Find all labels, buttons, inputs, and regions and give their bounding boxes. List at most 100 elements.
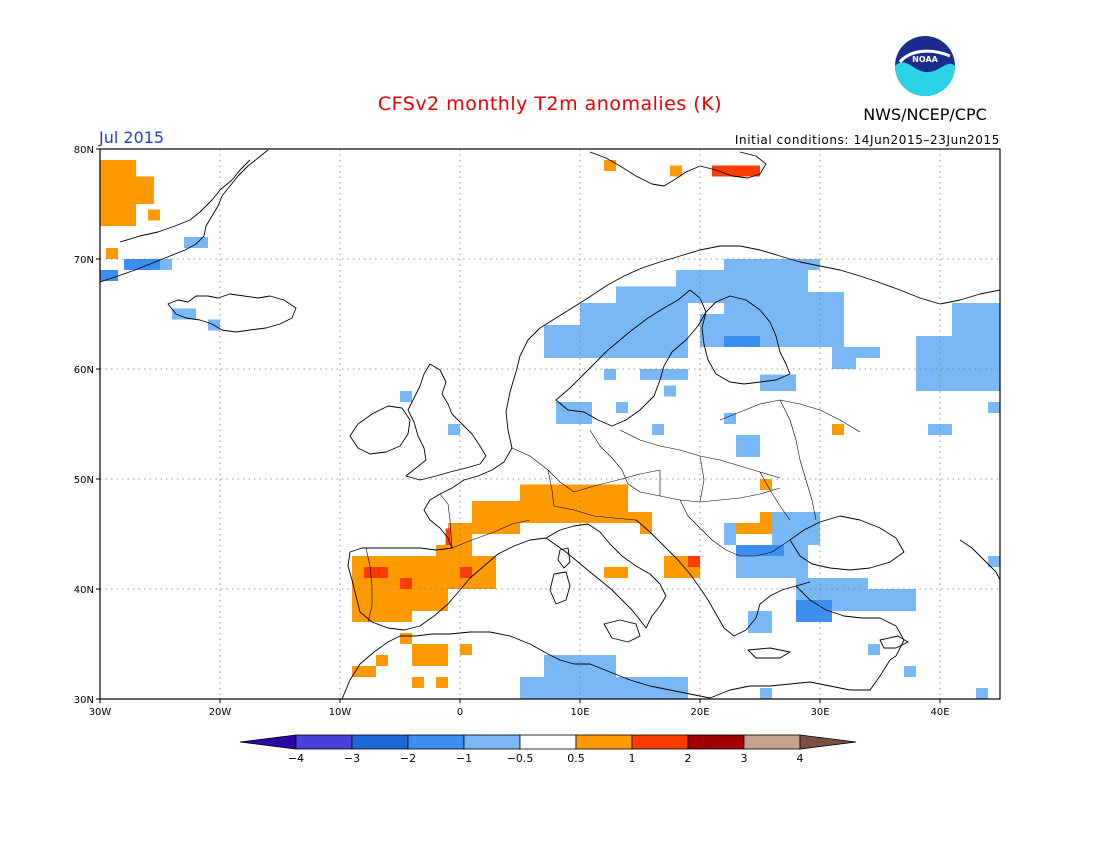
border-lines-west — [451, 447, 661, 549]
anomaly-cell — [760, 479, 772, 490]
map-background — [100, 149, 1000, 699]
month-label: Jul 2015 — [98, 128, 164, 147]
anomaly-cell — [352, 666, 376, 677]
anomaly-cell — [436, 677, 448, 688]
anomaly-cell — [436, 545, 472, 556]
coastlines — [100, 149, 1000, 699]
anomaly-cell — [100, 160, 136, 226]
anomaly-cell — [400, 578, 412, 589]
anomaly-cell — [868, 644, 880, 655]
colorbar-label: 1 — [629, 752, 636, 765]
anomaly-cell — [472, 501, 520, 534]
anomaly-cell — [670, 165, 682, 177]
noaa-logo-text: NOAA — [912, 55, 938, 64]
colorbar-label: 0.5 — [567, 752, 585, 765]
colorbar-label: 4 — [797, 752, 804, 765]
coastline-sicily — [603, 619, 641, 643]
noaa-logo-bird — [898, 49, 951, 64]
anomaly-cell — [124, 259, 160, 270]
colorbar-label: −4 — [288, 752, 304, 765]
map-frame — [99, 148, 1001, 700]
anomaly-cell — [664, 385, 676, 397]
coastline-great-britain — [405, 363, 487, 481]
map-title: CFSv2 monthly T2m anomalies (K) — [378, 93, 722, 115]
coastline-europe-west — [347, 371, 547, 631]
anomaly-cell — [904, 666, 916, 677]
colorbar-box — [407, 734, 465, 750]
y-tick-label: 80N — [74, 145, 94, 156]
noaa-logo-wave — [895, 62, 955, 96]
anomaly-cell — [352, 589, 448, 611]
anomaly-cell — [988, 556, 1000, 567]
anomaly-cell — [676, 270, 808, 287]
anomaly-cell — [724, 259, 820, 270]
anomaly-cell — [772, 512, 820, 545]
coastline-sardinia — [549, 571, 571, 605]
y-tick-label: 60N — [74, 365, 94, 376]
y-tick-label: 40N — [74, 585, 94, 596]
y-tick-label: 70N — [74, 255, 94, 266]
anomaly-cell — [172, 308, 196, 320]
coastline-caspian — [959, 539, 1000, 581]
anomaly-cell — [652, 424, 664, 435]
border-lines-iberia — [365, 493, 453, 623]
anomaly-cell — [724, 336, 760, 347]
anomaly-cell — [400, 633, 412, 644]
coastline-greenland-fjords — [119, 159, 251, 243]
colorbar-arrow-left — [239, 734, 297, 750]
colorbar-box — [631, 734, 689, 750]
anomaly-cell — [376, 655, 388, 666]
anomaly-cell — [604, 567, 628, 578]
map-plot-area — [100, 149, 1000, 699]
coastline-svalbard — [589, 151, 767, 187]
coastline-crete — [747, 647, 791, 659]
border-lines-east — [679, 399, 861, 557]
anomaly-cell — [148, 209, 160, 221]
colorbar-box — [575, 734, 633, 750]
colorbar: −4 −3 −2 −1 −0.5 0.5 1 2 3 4 — [239, 734, 857, 765]
anomaly-cell — [628, 512, 640, 523]
coastline-finland — [701, 295, 791, 385]
anomaly-cell — [436, 655, 448, 666]
colorbar-label: −0.5 — [507, 752, 534, 765]
anomaly-cell — [736, 545, 784, 556]
y-tick-label: 50N — [74, 475, 94, 486]
coastline-italy — [545, 523, 667, 629]
anomaly-cell — [364, 567, 388, 578]
noaa-logo: NOAA — [895, 36, 955, 96]
anomaly-cell — [640, 512, 652, 534]
colorbar-box — [743, 734, 801, 750]
colorbar-label: 3 — [741, 752, 748, 765]
anomaly-layer — [100, 160, 1000, 699]
anomaly-cell — [448, 424, 460, 435]
coastline-black-sea — [789, 515, 905, 571]
anomaly-cell — [412, 677, 424, 688]
anomaly-cell — [976, 688, 988, 699]
coastline-balkans — [635, 519, 811, 637]
anomaly-cell — [616, 286, 724, 303]
anomaly-cell — [760, 374, 796, 391]
coastline-turkey — [795, 585, 905, 657]
coastline-iceland — [167, 293, 297, 333]
colorbar-label: −3 — [344, 752, 360, 765]
anomaly-cell — [724, 523, 736, 545]
anomaly-cell — [784, 292, 844, 347]
colorbar-box — [519, 734, 577, 750]
anomaly-cell — [184, 237, 208, 248]
initial-conditions-label: Initial conditions: 14Jun2015–23Jun2015 — [735, 133, 1000, 147]
graticule — [100, 149, 1000, 699]
coastline-russia-north — [859, 275, 1000, 305]
x-tick-label: 30E — [810, 707, 829, 718]
x-tick-label: 10E — [570, 707, 589, 718]
anomaly-cell — [520, 484, 628, 523]
anomaly-cell — [580, 303, 688, 325]
anomaly-cell — [856, 347, 880, 358]
anomaly-cell — [136, 176, 154, 204]
anomaly-cell — [160, 259, 172, 270]
anomaly-cell — [640, 369, 688, 380]
x-tick-label: 20E — [690, 707, 709, 718]
agency-label: NWS/NCEP/CPC — [863, 105, 987, 124]
colorbar-label: −2 — [400, 752, 416, 765]
x-tick-label: 30W — [89, 707, 112, 718]
anomaly-cell — [952, 303, 1000, 336]
